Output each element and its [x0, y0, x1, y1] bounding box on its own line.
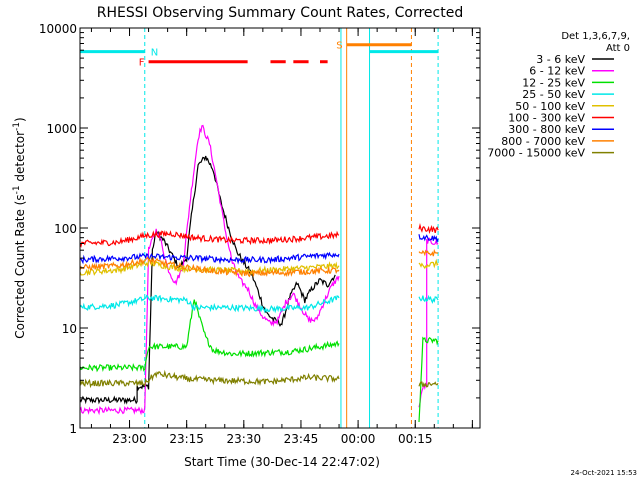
x-axis-label: Start Time (30-Dec-14 22:47:02): [184, 455, 380, 469]
series-line-0-0: [79, 155, 336, 405]
series-line-6-0: [79, 251, 340, 265]
x-tick-label: 00:00: [341, 432, 376, 446]
y-tick-label: 1000: [46, 122, 77, 136]
legend-entry-label-1: 6 - 12 keV: [529, 65, 585, 78]
x-tick-label: 23:45: [284, 432, 319, 446]
series-line-7-1: [418, 248, 439, 257]
flag-label-5: F: [139, 58, 145, 69]
series-line-4-1: [418, 258, 439, 270]
legend-entry-label-4: 50 - 100 keV: [515, 100, 585, 113]
y-tick-label: 10: [62, 322, 77, 336]
series-line-1-0: [79, 124, 340, 416]
series-line-7-0: [79, 256, 340, 278]
legend-entry-label-0: 3 - 6 keV: [536, 53, 585, 66]
flag-label-3: N: [151, 48, 158, 59]
legend-header-detectors: Det 1,3,6,7,9,: [561, 31, 630, 42]
series-line-8-1: [418, 381, 439, 388]
timestamp: 24-Oct-2021 15:53: [571, 469, 637, 477]
y-tick-label: 1: [69, 422, 77, 436]
series-line-1-1: [418, 237, 439, 408]
legend-header-attenuator: Att 0: [606, 43, 630, 54]
series-line-4-0: [79, 259, 340, 277]
series-line-5-1: [418, 223, 439, 234]
series-line-2-0: [79, 299, 340, 373]
y-axis-label: Corrected Count Rate (s-1 detector-1): [12, 117, 27, 338]
legend-entry-label-7: 800 - 7000 keV: [501, 135, 585, 148]
legend-entry-label-5: 100 - 300 keV: [508, 112, 585, 125]
series-line-3-1: [418, 294, 439, 304]
x-tick-label: 00:15: [398, 432, 433, 446]
flag-label-7: S: [336, 41, 342, 52]
legend-entry-label-3: 25 - 50 keV: [522, 88, 585, 101]
legend-entry-label-8: 7000 - 15000 keV: [487, 147, 585, 160]
series-line-2-1: [418, 336, 439, 423]
series-line-6-1: [418, 234, 439, 244]
x-axis: 23:00 23:15 23:30 23:45 00:00 00:15: [90, 28, 473, 446]
legend-entry-label-6: 300 - 800 keV: [508, 123, 585, 136]
series-line-5-0: [79, 230, 340, 248]
x-tick-label: 23:00: [112, 432, 147, 446]
x-tick-label: 23:15: [169, 432, 204, 446]
series-line-8-0: [79, 369, 340, 389]
y-axis: 1 10 100 1000 10000: [39, 22, 480, 436]
series-line-3-0: [79, 294, 340, 314]
legend-entry-label-2: 12 - 25 keV: [522, 76, 585, 89]
chart-title: RHESSI Observing Summary Count Rates, Co…: [97, 5, 463, 21]
x-tick-label: 23:30: [227, 432, 262, 446]
y-tick-label: 100: [54, 222, 77, 236]
y-tick-label: 10000: [39, 22, 77, 36]
plot-area: NF S: [79, 28, 439, 428]
